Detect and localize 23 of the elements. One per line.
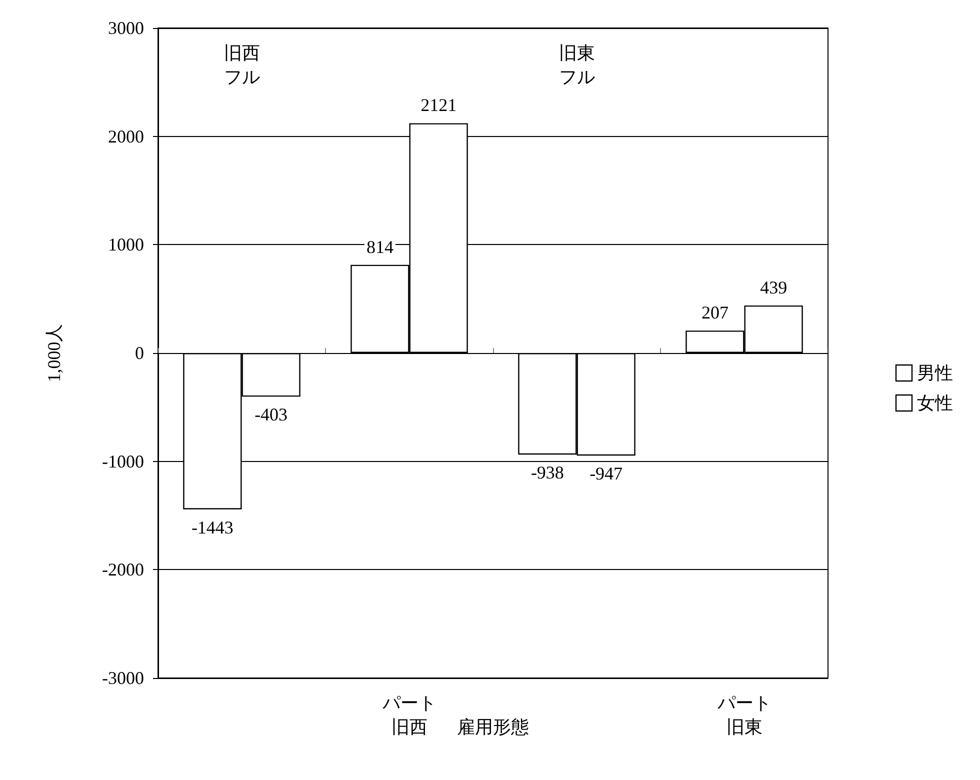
data-label: 814 [366, 236, 394, 257]
data-label: 207 [701, 302, 728, 323]
data-label: 439 [760, 277, 788, 298]
x-tick-label: 旧西フル [224, 43, 260, 87]
data-label: -403 [254, 404, 288, 425]
legend-label: 女性 [917, 393, 953, 413]
data-label: -938 [530, 462, 564, 483]
data-label: -947 [590, 464, 623, 484]
y-axis-title: 1,000人 [44, 324, 64, 382]
y-tick-label: 3000 [108, 18, 144, 38]
y-tick-label: -1000 [102, 451, 144, 472]
y-tick-label: -3000 [102, 668, 144, 688]
y-tick-label: 1000 [108, 234, 144, 255]
x-tick-label: パート旧西 [381, 693, 436, 737]
x-axis-title: 雇用形態 [457, 717, 529, 737]
y-tick-label: -2000 [102, 560, 144, 580]
x-tick-label: パート旧東 [716, 693, 772, 737]
data-label: -1443 [191, 517, 234, 538]
y-tick-label: 2000 [108, 126, 144, 146]
y-tick-label: 0 [135, 343, 144, 363]
legend-label: 男性 [917, 363, 953, 383]
x-tick-label: 旧東フル [558, 43, 595, 87]
data-label: 2121 [420, 95, 457, 116]
